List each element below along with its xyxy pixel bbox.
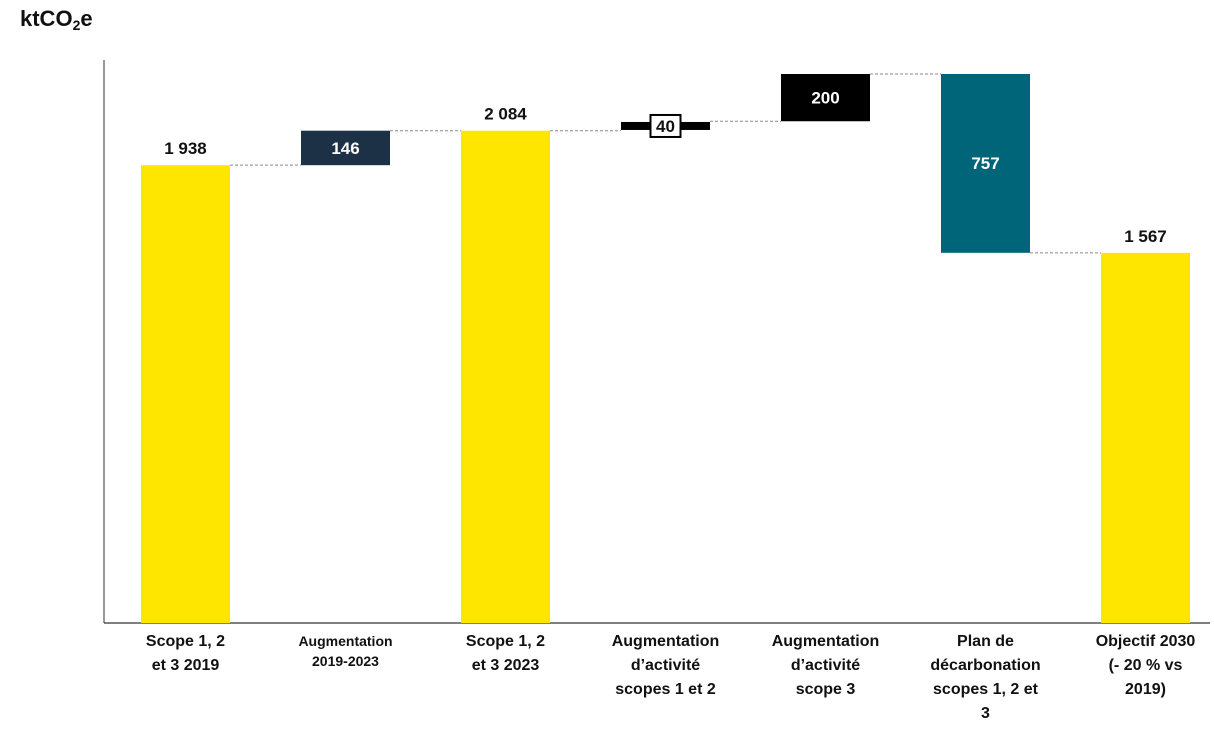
value-label-2: 146: [331, 139, 359, 158]
bar-3: [461, 130, 550, 623]
category-label-5: Augmentation d’activité scope 3: [772, 633, 880, 698]
unit-label: ktCO2e: [20, 6, 93, 33]
category-label-1: Scope 1, 2 et 3 2019: [146, 633, 225, 674]
value-label-6: 757: [971, 154, 999, 173]
bar-6: [941, 74, 1030, 253]
bar-5: [781, 74, 870, 122]
value-label-7: 1 567: [1124, 227, 1167, 246]
category-label-3: Scope 1, 2 et 3 2023: [466, 633, 545, 674]
category-label-7: Objectif 2030 (- 20 % vs 2019): [1096, 633, 1196, 698]
value-label-5: 200: [811, 89, 839, 108]
category-label-2: Augmentation 2019-2023: [298, 633, 392, 669]
category-label-6: Plan de décarbonation scopes 1, 2 et 3: [930, 633, 1040, 722]
value-label-box-4: [650, 114, 681, 137]
bar-7: [1101, 252, 1190, 623]
category-label-4: Augmentation d’activité scopes 1 et 2: [612, 633, 720, 698]
bar-2: [301, 130, 390, 166]
bar-1: [141, 165, 230, 623]
value-label-frame-4: [649, 113, 682, 138]
value-label-1: 1 938: [164, 139, 207, 158]
value-label-3: 2 084: [484, 105, 527, 124]
value-label-4: 40: [656, 117, 675, 136]
